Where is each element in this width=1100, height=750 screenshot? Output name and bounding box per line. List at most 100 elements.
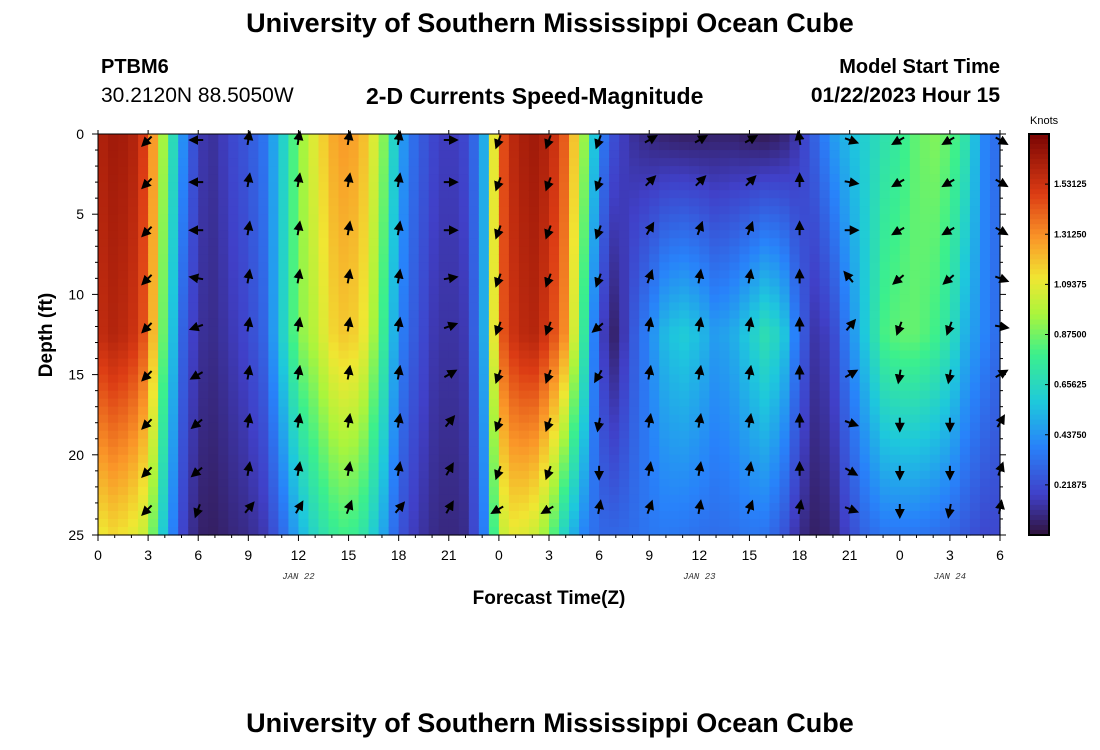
heatmap-cell	[268, 390, 279, 400]
heatmap-cell	[689, 318, 700, 328]
heatmap-cell	[689, 222, 700, 231]
heatmap-cell	[899, 318, 911, 328]
heatmap-cell	[679, 406, 690, 416]
heatmap-cell	[859, 142, 871, 151]
heatmap-cell	[128, 454, 139, 464]
heatmap-cell	[258, 334, 269, 344]
heatmap-cell	[358, 166, 370, 175]
heatmap-cell	[208, 262, 219, 271]
heatmap-cell	[448, 182, 460, 191]
heatmap-cell	[148, 518, 159, 528]
heatmap-cell	[288, 198, 300, 207]
heatmap-cell	[148, 254, 159, 263]
heatmap-cell	[929, 462, 941, 472]
heatmap-cell	[158, 158, 169, 167]
colorbar-swatch	[1029, 484, 1049, 491]
heatmap-cell	[659, 518, 670, 528]
heatmap-cell	[749, 406, 761, 416]
heatmap-cell	[518, 390, 530, 400]
heatmap-cells	[98, 134, 1001, 536]
heatmap-cell	[669, 398, 680, 408]
heatmap-cell	[929, 278, 941, 287]
heatmap-cell	[729, 142, 741, 151]
heatmap-cell	[739, 174, 751, 183]
heatmap-cell	[659, 358, 670, 368]
heatmap-cell	[639, 478, 650, 488]
heatmap-cell	[518, 270, 530, 279]
heatmap-cell	[518, 302, 530, 312]
heatmap-cell	[739, 510, 751, 520]
heatmap-cell	[358, 438, 370, 448]
heatmap-cell	[258, 350, 269, 360]
heatmap-cell	[298, 390, 310, 400]
heatmap-cell	[889, 494, 901, 504]
heatmap-cell	[538, 214, 550, 223]
heatmap-cell	[268, 166, 279, 175]
heatmap-cell	[789, 374, 801, 384]
heatmap-cell	[559, 486, 570, 496]
heatmap-cell	[629, 270, 640, 279]
heatmap-cell	[308, 438, 320, 448]
heatmap-cell	[579, 486, 590, 496]
heatmap-cell	[428, 438, 440, 448]
heatmap-cell	[989, 318, 1001, 328]
heatmap-cell	[729, 174, 741, 183]
heatmap-cell	[889, 382, 901, 392]
heatmap-cell	[909, 174, 921, 183]
heatmap-cell	[418, 262, 430, 271]
heatmap-cell	[448, 278, 460, 287]
heatmap-cell	[629, 302, 640, 312]
heatmap-cell	[969, 302, 981, 312]
heatmap-cell	[208, 190, 219, 199]
heatmap-cell	[609, 222, 620, 231]
heatmap-cell	[268, 502, 279, 512]
heatmap-cell	[779, 150, 791, 159]
heatmap-cell	[799, 350, 811, 360]
heatmap-cell	[518, 286, 530, 295]
heatmap-cell	[719, 414, 730, 424]
heatmap-cell	[609, 150, 620, 159]
heatmap-cell	[749, 454, 761, 464]
heatmap-cell	[368, 254, 380, 263]
heatmap-cell	[358, 318, 370, 328]
heatmap-cell	[839, 174, 851, 183]
heatmap-cell	[168, 262, 179, 271]
heatmap-cell	[378, 462, 390, 472]
heatmap-cell	[318, 318, 330, 328]
heatmap-cell	[739, 398, 751, 408]
heatmap-cell	[518, 454, 530, 464]
heatmap-cell	[248, 446, 259, 456]
heatmap-cell	[699, 302, 710, 312]
heatmap-cell	[348, 350, 360, 360]
heatmap-cell	[929, 246, 941, 255]
heatmap-cell	[879, 358, 891, 368]
heatmap-cell	[879, 166, 891, 175]
heatmap-cell	[508, 182, 520, 191]
heatmap-cell	[508, 478, 520, 488]
heatmap-cell	[98, 398, 109, 408]
heatmap-cell	[769, 302, 781, 312]
heatmap-cell	[859, 486, 871, 496]
heatmap-cell	[278, 278, 290, 287]
heatmap-cell	[498, 470, 510, 480]
heatmap-cell	[428, 326, 440, 336]
heatmap-cell	[759, 406, 771, 416]
heatmap-cell	[158, 502, 169, 512]
heatmap-cell	[318, 238, 330, 247]
heatmap-cell	[579, 198, 590, 207]
heatmap-cell	[178, 494, 189, 504]
heatmap-cell	[829, 478, 841, 488]
heatmap-cell	[559, 150, 570, 159]
heatmap-cell	[899, 254, 911, 263]
heatmap-cell	[198, 446, 209, 456]
heatmap-cell	[949, 254, 961, 263]
heatmap-cell	[689, 366, 700, 376]
heatmap-cell	[909, 526, 921, 536]
heatmap-cell	[549, 374, 560, 384]
heatmap-cell	[959, 398, 971, 408]
heatmap-cell	[308, 374, 320, 384]
heatmap-cell	[719, 422, 730, 432]
heatmap-cell	[308, 158, 320, 167]
heatmap-cell	[378, 358, 390, 368]
heatmap-cell	[218, 374, 229, 384]
